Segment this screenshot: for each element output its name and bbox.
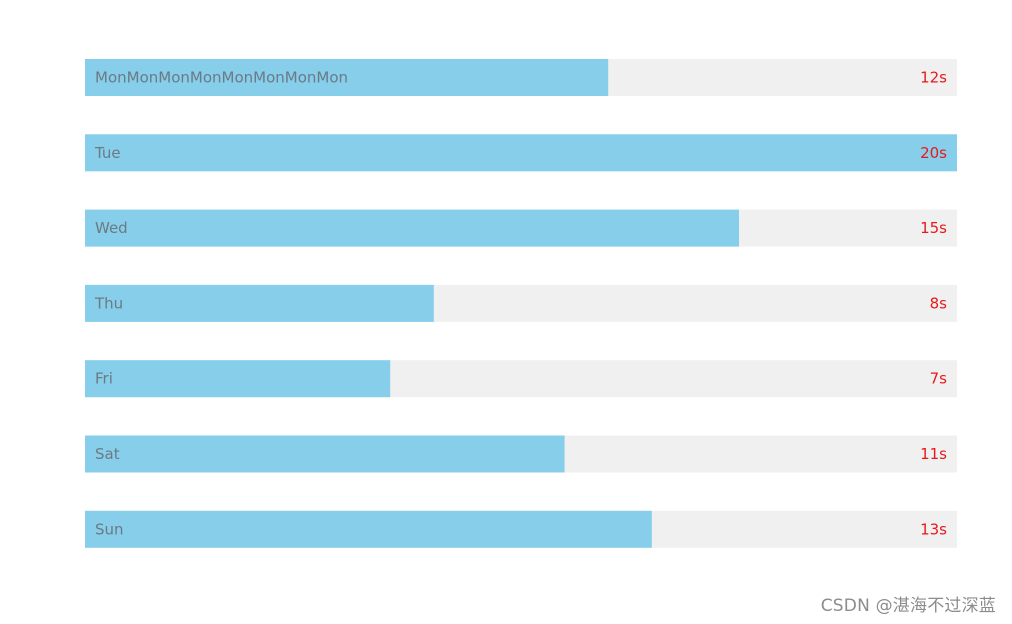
bar-row: Sat 11s (85, 435, 957, 473)
category-label: Tue (94, 144, 121, 162)
bar (85, 510, 652, 548)
value-label: 15s (920, 219, 947, 237)
bar (85, 360, 391, 398)
bar-row: Fri 7s (85, 360, 957, 398)
bar-row: Wed 15s (85, 209, 957, 247)
bar (85, 209, 739, 247)
category-label: Sun (95, 520, 124, 538)
bar-row: Tue 20s (85, 134, 957, 172)
value-label: 11s (920, 445, 947, 463)
value-label: 12s (920, 69, 947, 87)
value-label: 8s (930, 294, 948, 312)
watermark-text: CSDN @湛海不过深蓝 (820, 596, 996, 616)
bar (85, 284, 434, 322)
bar (85, 435, 565, 473)
category-label: MonMonMonMonMonMonMonMon (95, 69, 348, 87)
bar-row: Sun 13s (85, 510, 957, 548)
bar-row: MonMonMonMonMonMonMonMon 12s (85, 59, 957, 96)
value-label: 13s (920, 520, 947, 538)
bar (85, 134, 957, 172)
category-label: Wed (95, 219, 128, 237)
bar-row: Thu 8s (85, 284, 957, 322)
category-label: Sat (95, 445, 120, 463)
category-label: Fri (95, 370, 113, 388)
value-label: 20s (920, 144, 947, 162)
category-label: Thu (94, 294, 123, 312)
bar (85, 59, 609, 96)
value-label: 7s (930, 370, 948, 388)
